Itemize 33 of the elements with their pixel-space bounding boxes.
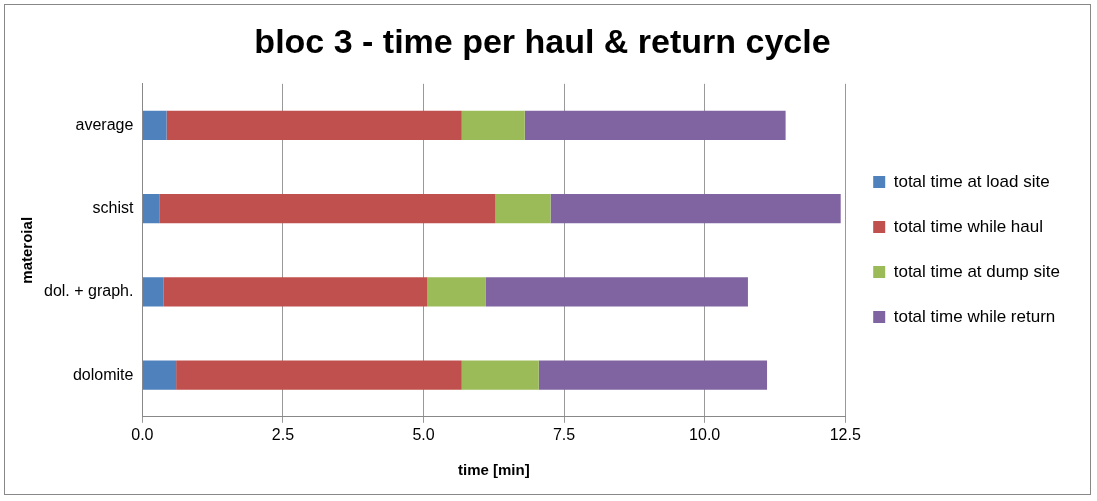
bar: [142, 194, 160, 224]
legend-label: total time at dump site: [893, 261, 1061, 281]
bar: [142, 110, 167, 140]
x-tick-label: 0.0: [131, 425, 154, 443]
bar: [427, 277, 486, 307]
bar: [461, 110, 525, 140]
bar: [524, 110, 786, 140]
x-tick-label: 7.5: [552, 425, 576, 443]
bar: [495, 194, 551, 224]
bar: [550, 194, 841, 224]
bar: [176, 360, 462, 390]
legend-label: total time while return: [893, 306, 1056, 326]
y-tick-label: average: [75, 115, 134, 133]
bar: [485, 277, 748, 307]
y-tick-label: dolomite: [72, 365, 134, 383]
legend-label: total time at load site: [893, 171, 1050, 191]
chart-title: bloc 3 - time per haul & return cycle: [254, 21, 831, 60]
bar: [142, 277, 164, 307]
bar: [163, 277, 428, 307]
bar: [159, 194, 496, 224]
bar: [538, 360, 768, 390]
bar: [461, 360, 539, 390]
y-axis-title: materoial: [18, 216, 36, 284]
legend-label: total time while haul: [893, 216, 1044, 236]
y-tick-label: dol. + graph.: [43, 282, 134, 300]
x-tick-label: 5.0: [412, 425, 435, 443]
x-axis-title: time [min]: [457, 461, 530, 479]
x-tick-label: 10.0: [689, 425, 721, 443]
bar: [142, 360, 177, 390]
bar: [166, 110, 462, 140]
x-tick-label: 12.5: [829, 425, 861, 443]
x-tick-label: 2.5: [271, 425, 295, 443]
y-tick-label: schist: [92, 199, 134, 217]
